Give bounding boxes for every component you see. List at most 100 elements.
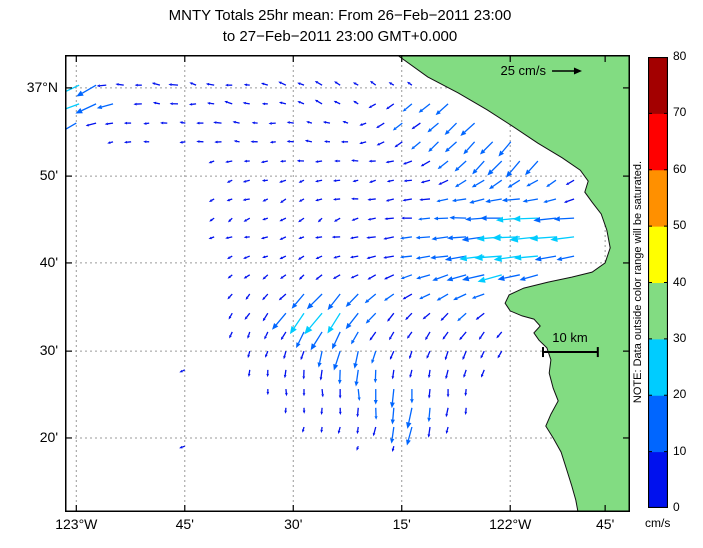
- current-vector: [433, 216, 449, 221]
- current-vector: [331, 235, 341, 239]
- current-vector: [160, 121, 168, 125]
- chart-title: MNTY Totals 25hr mean: From 26−Feb−2011 …: [35, 5, 645, 47]
- chart-title-line-2: to 27−Feb−2011 23:00 GMT+0.000: [222, 28, 458, 45]
- current-vector: [242, 101, 250, 105]
- current-vector: [333, 350, 341, 371]
- current-vector: [430, 255, 449, 260]
- current-vector: [289, 312, 305, 335]
- current-vector: [351, 217, 359, 221]
- current-vector: [356, 445, 359, 451]
- current-vector: [179, 140, 186, 144]
- current-vector: [319, 369, 323, 381]
- current-vector: [525, 160, 539, 176]
- current-vector: [529, 234, 557, 242]
- current-vector: [207, 101, 215, 105]
- current-vector: [384, 274, 395, 280]
- current-vector: [372, 426, 377, 437]
- current-vector: [400, 274, 413, 280]
- current-vector: [485, 198, 502, 204]
- current-vector: [320, 426, 324, 433]
- colorbar-tick-label: 40: [673, 274, 687, 289]
- current-vector: [387, 312, 395, 322]
- current-vector: [208, 236, 215, 240]
- current-vector: [179, 121, 186, 124]
- current-vector: [428, 141, 439, 153]
- current-vector: [556, 255, 575, 261]
- current-vector: [243, 235, 250, 239]
- colorbar-tick-label: 10: [673, 443, 687, 458]
- current-vector: [280, 198, 287, 204]
- current-vector: [286, 140, 294, 143]
- colorbar-units-label: cm/s: [645, 516, 671, 530]
- current-vector: [399, 255, 412, 259]
- current-vector: [463, 141, 476, 155]
- current-vector: [498, 141, 512, 157]
- current-vector: [442, 331, 449, 340]
- current-vector: [463, 369, 467, 378]
- current-vector: [352, 82, 359, 86]
- current-vector: [65, 103, 80, 110]
- current-vector: [366, 236, 376, 239]
- current-vector: [232, 120, 240, 124]
- y-tick-label: 20': [39, 428, 58, 445]
- current-vector: [205, 82, 215, 86]
- current-vector: [262, 255, 269, 259]
- current-vector: [478, 331, 485, 340]
- current-vector: [446, 389, 450, 398]
- current-vector: [488, 179, 503, 190]
- current-vector: [415, 255, 431, 260]
- current-vector: [402, 293, 413, 300]
- current-vector: [314, 160, 323, 163]
- current-vector: [356, 426, 360, 435]
- current-vector: [446, 274, 467, 282]
- current-vector: [436, 293, 449, 301]
- current-vector: [512, 215, 538, 222]
- x-tick-label: 45': [596, 516, 615, 532]
- current-vector: [272, 312, 287, 330]
- current-vector: [169, 102, 179, 106]
- current-vector: [459, 331, 467, 341]
- current-vector: [306, 121, 313, 124]
- current-vector: [420, 160, 431, 167]
- current-vector: [352, 179, 359, 183]
- current-vector: [85, 122, 97, 127]
- current-vector: [416, 274, 431, 280]
- current-vector: [208, 198, 215, 202]
- current-vector: [226, 179, 233, 183]
- current-vector: [243, 255, 250, 259]
- current-vector: [322, 121, 331, 124]
- current-vector: [225, 83, 233, 87]
- colorbar-segment: [648, 395, 668, 453]
- current-vector: [565, 179, 575, 186]
- current-vector: [209, 217, 215, 222]
- current-vector: [465, 216, 485, 222]
- current-vector: [262, 293, 269, 301]
- current-vector: [385, 160, 394, 164]
- current-vector: [278, 81, 287, 86]
- current-vector: [229, 331, 233, 339]
- x-tick-label: 123°W: [55, 516, 98, 532]
- current-vector: [233, 140, 240, 143]
- current-vector: [533, 216, 557, 223]
- current-vector: [402, 198, 413, 202]
- current-vector: [374, 407, 378, 420]
- current-vector: [208, 160, 215, 164]
- y-tick-label: 50': [39, 167, 58, 184]
- current-vector: [427, 388, 431, 399]
- current-vector: [333, 217, 341, 222]
- current-vector: [388, 82, 395, 86]
- current-vector: [353, 351, 359, 369]
- current-vector: [526, 179, 539, 187]
- current-vector: [418, 217, 431, 221]
- current-vector: [228, 312, 233, 320]
- current-vector: [426, 350, 431, 359]
- current-vector: [349, 255, 359, 259]
- x-tick-label: 122°W: [489, 516, 532, 532]
- current-vector: [543, 198, 557, 203]
- current-vector: [226, 198, 233, 202]
- current-vector: [464, 407, 468, 415]
- current-vector: [262, 217, 269, 221]
- current-vector: [373, 389, 378, 405]
- current-vector: [266, 369, 270, 378]
- current-vector: [298, 236, 305, 240]
